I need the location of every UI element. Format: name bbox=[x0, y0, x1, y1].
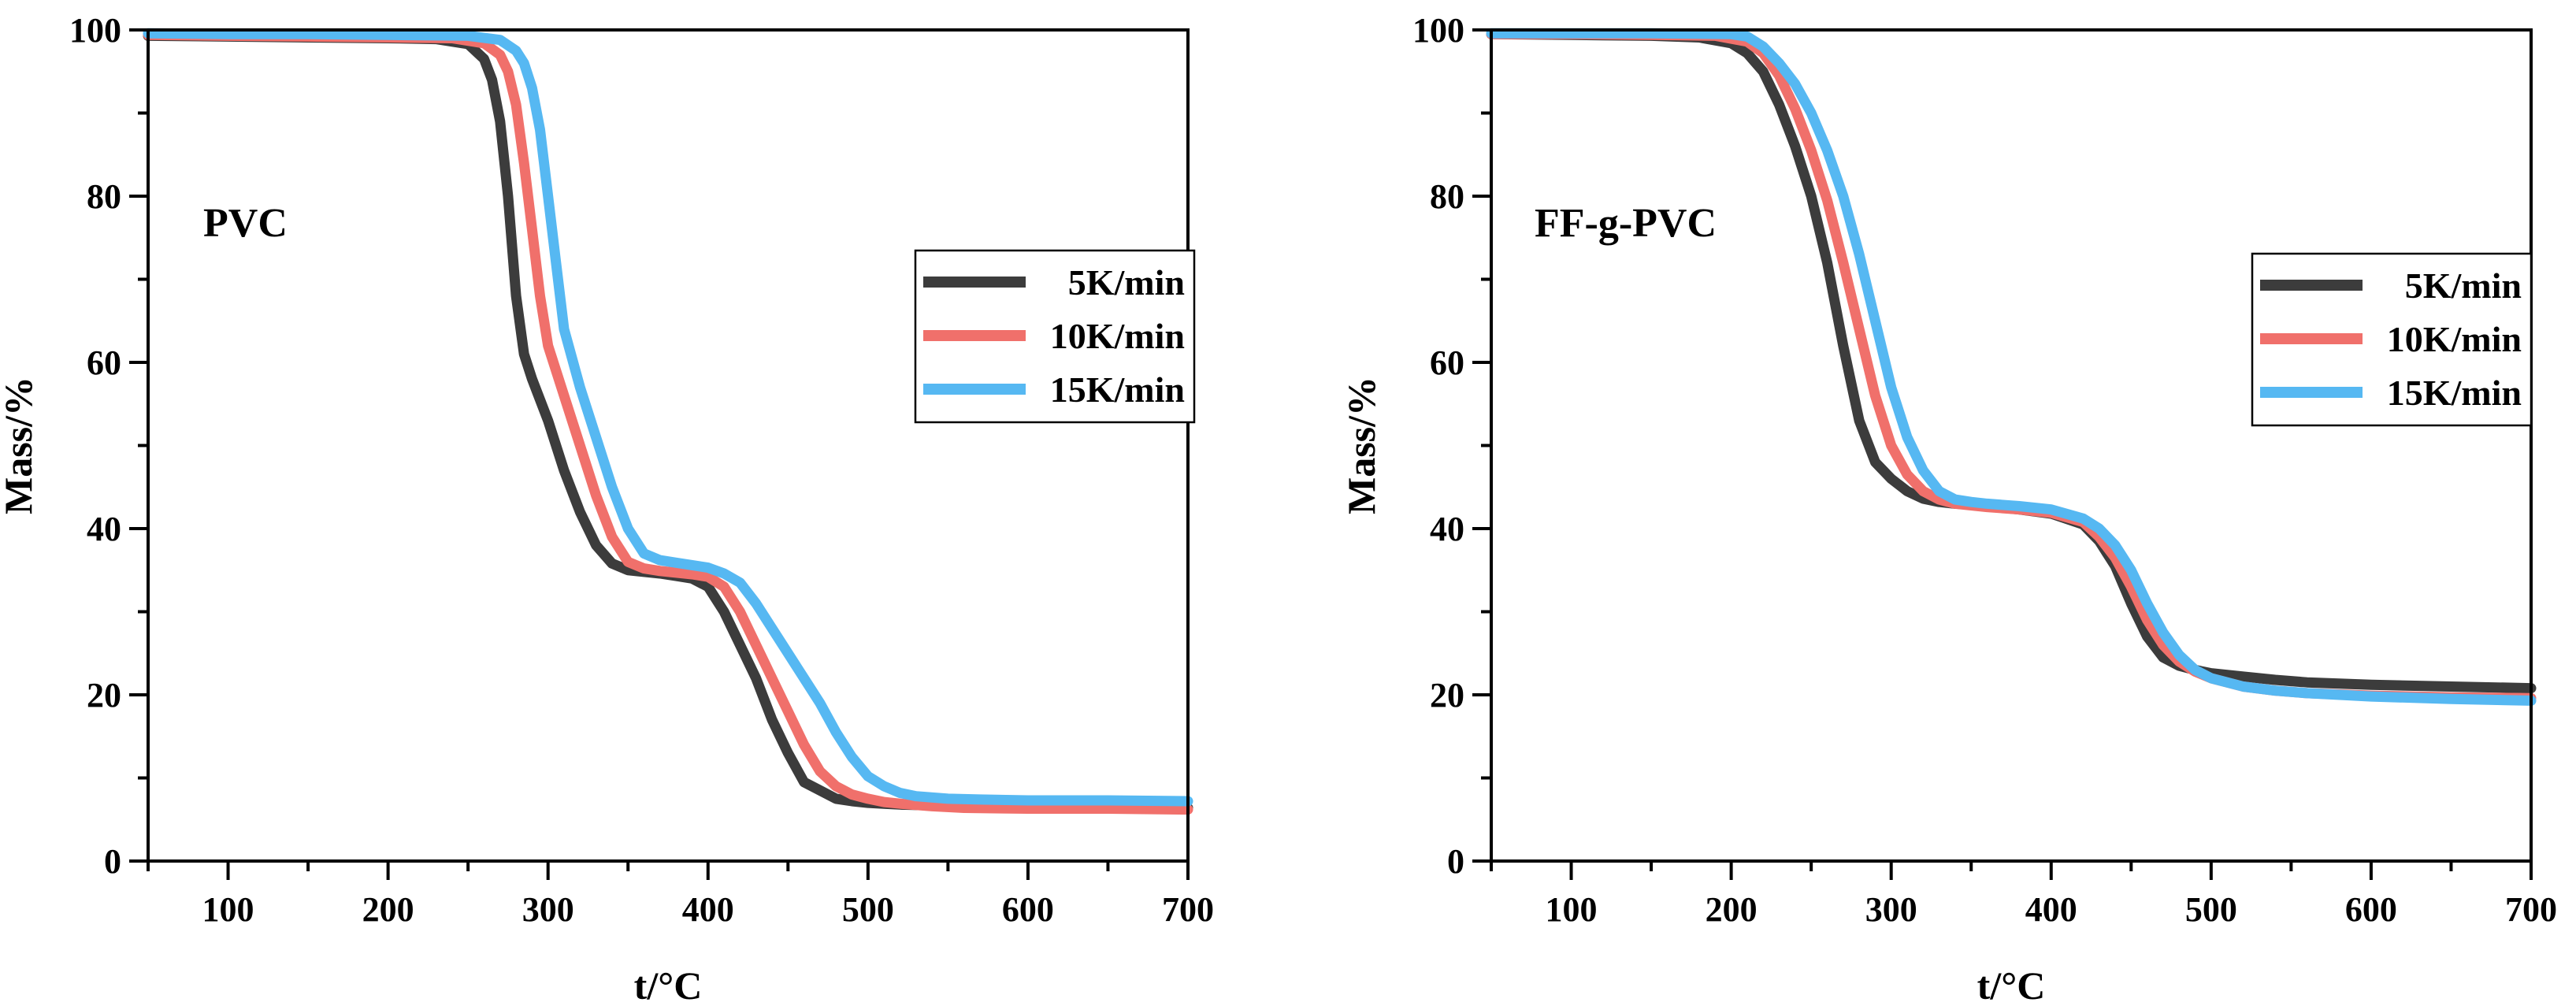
y-tick-label: 80 bbox=[87, 177, 121, 216]
y-tick-label: 0 bbox=[1447, 842, 1464, 881]
x-tick-label: 300 bbox=[522, 890, 574, 929]
legend-label: 5K/min bbox=[1068, 262, 1185, 303]
series-line-15k-min bbox=[1486, 28, 2537, 706]
panel-label: FF-g-PVC bbox=[1535, 201, 1717, 246]
x-tick-label: 400 bbox=[2025, 890, 2077, 929]
y-tick-label: 80 bbox=[1430, 177, 1464, 216]
x-tick-label: 200 bbox=[1706, 890, 1758, 929]
legend-label: 15K/min bbox=[1050, 369, 1185, 410]
legend: 5K/min 10K/min 15K/min bbox=[914, 249, 1196, 424]
panel-pvc: 100 200 300 400 500 600 700 0 20 40 60 80 100 t/°C Mas… bbox=[0, 11, 1214, 1006]
y-tick-label: 100 bbox=[69, 11, 121, 50]
legend-label: 15K/min bbox=[2387, 373, 2522, 413]
x-tick-label: 700 bbox=[1162, 890, 1214, 929]
y-tick-label: 100 bbox=[1412, 11, 1464, 50]
y-tick-label: 60 bbox=[87, 343, 121, 382]
x-tick-label: 500 bbox=[2185, 890, 2237, 929]
legend-label: 5K/min bbox=[2405, 265, 2522, 306]
legend: 5K/min 10K/min 15K/min bbox=[2251, 252, 2533, 427]
y-tick-label: 40 bbox=[87, 510, 121, 548]
x-axis-title: t/°C bbox=[1977, 963, 2046, 1006]
x-tick-label: 600 bbox=[2345, 890, 2397, 929]
legend-label: 10K/min bbox=[2387, 319, 2522, 359]
x-tick-label: 400 bbox=[682, 890, 734, 929]
y-axis-title: Mass/% bbox=[0, 377, 40, 514]
x-tick-label: 300 bbox=[1865, 890, 1917, 929]
x-tick-label: 700 bbox=[2505, 890, 2557, 929]
x-tick-label: 600 bbox=[1002, 890, 1054, 929]
legend-label: 10K/min bbox=[1050, 316, 1185, 356]
series-group bbox=[1486, 28, 2537, 706]
series-line-15k-min bbox=[143, 28, 1193, 807]
y-tick-label: 0 bbox=[104, 842, 121, 881]
y-tick-label: 20 bbox=[1430, 676, 1464, 715]
x-tick-label: 100 bbox=[1546, 890, 1598, 929]
series-group bbox=[143, 28, 1193, 815]
y-tick-label: 60 bbox=[1430, 343, 1464, 382]
panel-label: PVC bbox=[203, 201, 288, 246]
y-tick-label: 40 bbox=[1430, 510, 1464, 548]
panel-ff-g-pvc: 100 200 300 400 500 600 700 0 20 40 60 80 100 t/°C Mas… bbox=[1339, 11, 2557, 1006]
x-tick-label: 500 bbox=[842, 890, 894, 929]
plot-frame bbox=[1490, 28, 2533, 863]
x-axis-title: t/°C bbox=[634, 963, 703, 1006]
y-tick-label: 20 bbox=[87, 676, 121, 715]
x-tick-label: 200 bbox=[362, 890, 414, 929]
plot-frame bbox=[147, 28, 1190, 863]
series-line-10k-min bbox=[143, 29, 1193, 815]
x-tick-label: 100 bbox=[202, 890, 254, 929]
y-axis-title: Mass/% bbox=[1339, 377, 1383, 514]
